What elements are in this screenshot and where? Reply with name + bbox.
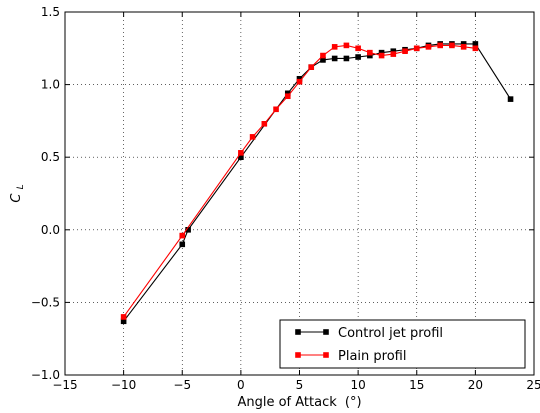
data-point [273,106,279,113]
data-point [437,42,443,49]
x-tick-label: 5 [296,378,304,392]
data-point [320,57,326,63]
x-tick-label: 25 [526,378,540,392]
tick-labels: −15 −10 −5 0 5 10 15 20 25 −1.0 −0.5 0.0 0.5 1.0 1.5 [31,5,540,392]
data-point [284,93,291,100]
ticks [64,11,535,376]
data-point [343,42,350,49]
y-axis-label: C L [9,184,26,202]
data-point [367,52,373,59]
data-point [390,51,397,57]
data-point [185,227,191,233]
x-tick-label: −10 [111,378,136,392]
data-point [472,41,479,47]
y-axis-label-sub: L [16,184,26,189]
data-point [449,42,455,49]
data-point [238,154,244,160]
data-point [179,241,186,248]
legend: Control jet profil Plain profil [279,319,526,369]
y-tick-label: 1.0 [41,78,60,92]
data-point [367,49,373,56]
series-plain-profil [120,42,479,320]
series-layer [120,41,514,325]
legend-box [279,319,526,369]
x-tick-label: 20 [468,378,483,392]
legend-item-plain: Plain profil [295,349,406,364]
data-point [390,48,397,55]
y-tick-label: −0.5 [31,295,60,309]
data-point [507,96,514,102]
x-axis-unit: (°) [345,395,362,410]
data-point [378,49,385,56]
data-point [120,318,127,325]
data-point [296,78,303,85]
legend-marker [323,329,329,335]
x-tick-label: 10 [350,378,365,392]
data-point [472,45,479,52]
x-axis-label: Angle of Attack (°) [237,395,361,410]
legend-label: Plain profil [338,349,406,364]
legend-marker [295,352,301,358]
data-point [425,44,432,50]
data-point [120,314,127,320]
data-point [355,54,361,60]
data-point [284,90,291,97]
x-axis-label-text: Angle of Attack [237,395,337,410]
y-tick-label: 1.5 [41,5,60,19]
legend-item-control-jet: Control jet profil [295,326,443,341]
x-tick-label: −5 [173,378,191,392]
data-point [378,52,385,59]
y-axis-label-main: C [9,193,24,203]
data-point [413,45,420,52]
series-line [123,43,512,322]
data-point [331,44,338,50]
data-point [331,55,338,62]
x-tick-label: 15 [409,378,424,392]
y-tick-label: 0.5 [41,150,60,164]
grid [65,12,534,375]
legend-label: Control jet profil [338,326,443,341]
data-point [355,45,361,52]
data-point [460,41,467,47]
series-control-jet-profil [120,41,514,325]
x-tick-label: −15 [52,378,77,392]
data-point [249,134,256,140]
data-point [296,75,303,82]
y-tick-label: −1.0 [31,368,60,382]
x-tick-label: 0 [237,378,245,392]
data-point [343,55,350,62]
legend-marker [323,352,329,358]
data-point [308,64,315,70]
data-point [238,150,244,156]
data-point [320,52,326,59]
legend-marker [295,329,301,335]
data-point [179,232,186,239]
data-point [402,48,408,55]
data-point [261,121,268,127]
y-tick-label: 0.0 [41,223,60,237]
data-point [460,44,467,50]
